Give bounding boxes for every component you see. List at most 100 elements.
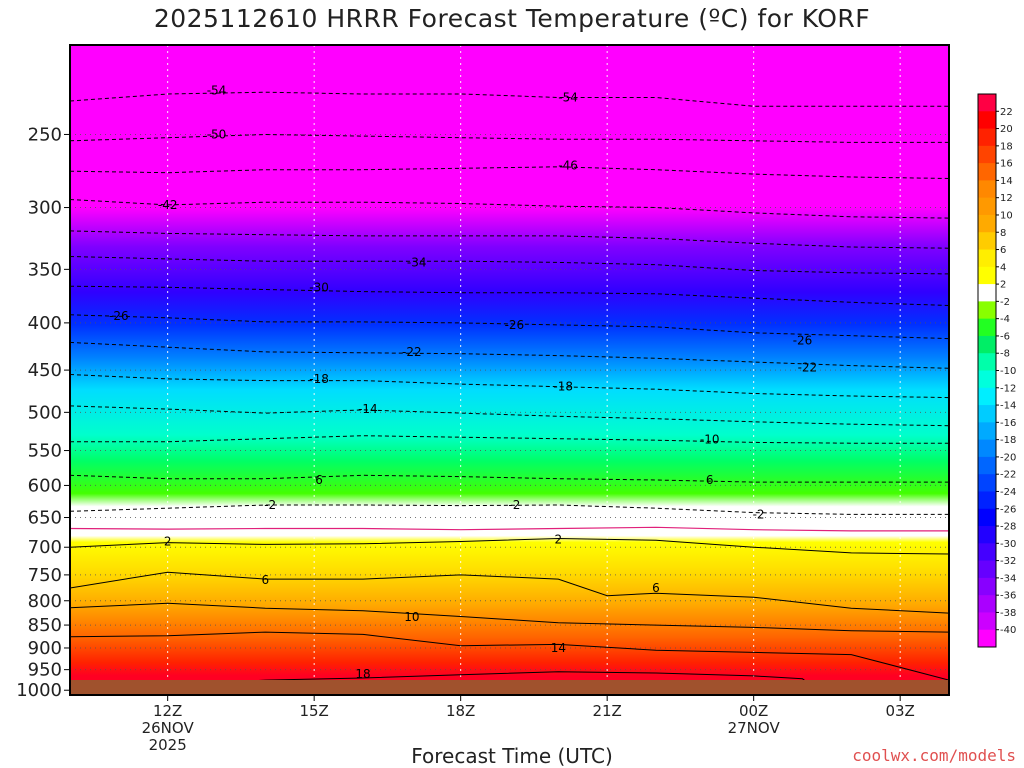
- colorbar-label: 20: [1000, 124, 1013, 135]
- colorbar-label: 6: [1000, 245, 1006, 256]
- contour-label: 6: [706, 473, 714, 487]
- colorbar-label: -22: [1000, 470, 1016, 481]
- contour-label: -18: [553, 380, 573, 394]
- contour-label: 2: [164, 534, 172, 548]
- colorbar-swatch: [978, 439, 996, 458]
- contour-line: [70, 537, 949, 555]
- colorbar-swatch: [978, 128, 996, 147]
- colorbar-swatch: [978, 543, 996, 562]
- colorbar-label: 10: [1000, 210, 1013, 221]
- colorbar-label: -8: [1000, 349, 1010, 360]
- colorbar-swatch: [978, 577, 996, 596]
- colorbar-swatch: [978, 405, 996, 423]
- x-tick-label: 03Z: [885, 702, 914, 720]
- colorbar-label: 22: [1000, 107, 1013, 118]
- colorbar-swatch: [978, 474, 996, 492]
- colorbar-swatch: [978, 526, 996, 544]
- x-axis-label: Forecast Time (UTC): [411, 744, 613, 768]
- contour-label: -22: [798, 360, 818, 374]
- colorbar-swatch: [978, 180, 996, 199]
- y-tick-label: 300: [28, 198, 62, 219]
- x-tick-label: 12Z: [153, 702, 182, 720]
- colorbar-swatch: [978, 284, 996, 302]
- colorbar-swatch: [978, 422, 996, 441]
- colorbar-label: -18: [1000, 435, 1016, 446]
- contour-labels: -54-54-50-46-42-34-30-26-26-26-22-22-18-…: [109, 83, 817, 680]
- contour-label: 6: [262, 573, 270, 587]
- contour-label: -2: [508, 498, 520, 512]
- colorbar-label: -12: [1000, 383, 1016, 394]
- contour-label: 6: [652, 581, 660, 595]
- contour-label: 18: [355, 667, 370, 681]
- colorbar-label: -16: [1000, 418, 1016, 429]
- colorbar-swatch: [978, 595, 996, 613]
- contour-line: [70, 631, 949, 681]
- colorbar-swatch: [978, 387, 996, 406]
- contour-label: 10: [404, 610, 419, 624]
- colorbar-label: 4: [1000, 262, 1006, 273]
- plot-area: -54-54-50-46-42-34-30-26-26-26-22-22-18-…: [70, 45, 949, 695]
- temperature-field: [70, 45, 949, 695]
- y-tick-label: 1000: [16, 680, 62, 701]
- colorbar-swatch: [978, 456, 996, 475]
- contour-line: [70, 602, 949, 633]
- colorbar-label: -20: [1000, 452, 1016, 463]
- x-tick-label: 2025: [149, 736, 187, 754]
- colorbar-label: 2: [1000, 280, 1006, 291]
- colorbar-label: -28: [1000, 522, 1016, 533]
- colorbar-label: -6: [1000, 331, 1010, 342]
- contour-label: -30: [309, 280, 329, 294]
- x-tick-label: 15Z: [299, 702, 328, 720]
- colorbar-swatch: [978, 163, 996, 181]
- colorbar-label: 8: [1000, 228, 1006, 239]
- y-tick-label: 450: [28, 360, 62, 381]
- contour-line: [70, 526, 949, 532]
- colorbar-label: 14: [1000, 176, 1013, 187]
- colorbar-swatch: [978, 301, 996, 320]
- contour-label: -14: [358, 402, 378, 416]
- y-tick-label: 350: [28, 259, 62, 280]
- contour-label: -26: [109, 309, 129, 323]
- colorbar-swatch: [978, 197, 996, 216]
- colorbar-swatch: [978, 145, 996, 164]
- contour-label: -50: [207, 127, 227, 141]
- colorbar-swatch: [978, 249, 996, 268]
- x-tick-label: 00Z: [739, 702, 768, 720]
- contour-label: -2: [753, 507, 765, 521]
- y-tick-label: 950: [28, 660, 62, 681]
- contour-label: 6: [315, 473, 323, 487]
- contour-label: -54: [207, 83, 227, 97]
- y-tick-label: 850: [28, 615, 62, 636]
- colorbar-swatch: [978, 318, 996, 337]
- colorbar-label: -32: [1000, 556, 1016, 567]
- credit-link[interactable]: coolwx.com/models: [852, 746, 1016, 765]
- y-tick-label: 400: [28, 313, 62, 334]
- y-tick-label: 800: [28, 591, 62, 612]
- colorbar-swatch: [978, 629, 996, 648]
- contour-label: 14: [551, 641, 566, 655]
- colorbar-label: -2: [1000, 297, 1010, 308]
- contour-label: -46: [558, 158, 578, 172]
- colorbar-label: -10: [1000, 366, 1016, 377]
- x-tick-label: 18Z: [446, 702, 475, 720]
- colorbar-swatch: [978, 214, 996, 233]
- colorbar-label: -30: [1000, 539, 1016, 550]
- colorbar-swatch: [978, 232, 996, 251]
- contour-label: -26: [505, 318, 525, 332]
- ground-strip: [70, 680, 949, 695]
- contour-label: 2: [555, 533, 563, 547]
- colorbar-swatch: [978, 560, 996, 579]
- contour-label: -2: [264, 498, 276, 512]
- contour-label: -54: [558, 91, 578, 105]
- colorbar-swatch: [978, 491, 996, 510]
- y-tick-label: 900: [28, 638, 62, 659]
- contour-label: -22: [402, 345, 422, 359]
- contour-label: -34: [407, 255, 427, 269]
- colorbar-swatch: [978, 335, 996, 354]
- colorbar-label: -36: [1000, 591, 1016, 602]
- y-tick-label: 700: [28, 537, 62, 558]
- colorbar-label: -40: [1000, 625, 1016, 636]
- y-tick-label: 600: [28, 475, 62, 496]
- colorbar-swatch: [978, 266, 996, 285]
